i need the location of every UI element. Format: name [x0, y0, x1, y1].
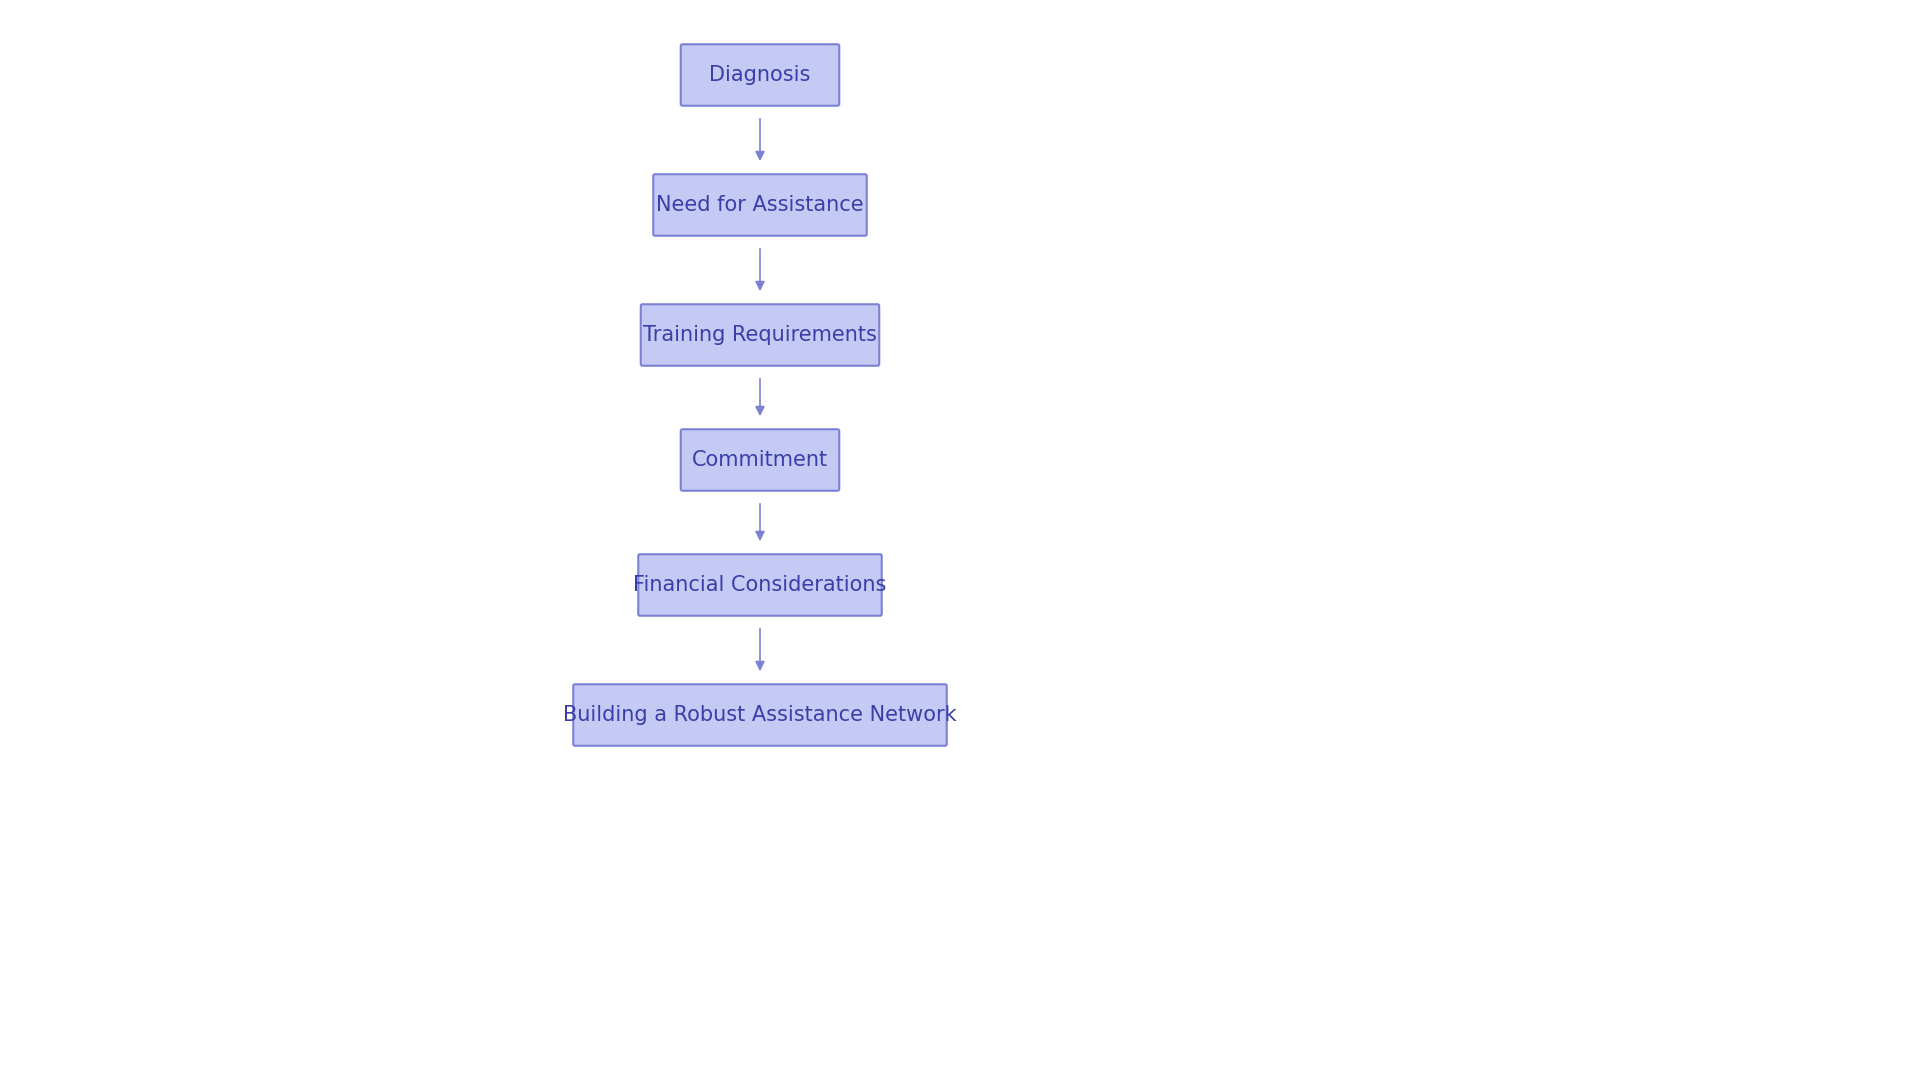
- FancyBboxPatch shape: [682, 44, 839, 106]
- Text: Training Requirements: Training Requirements: [643, 325, 877, 345]
- FancyBboxPatch shape: [637, 554, 881, 616]
- Text: Diagnosis: Diagnosis: [708, 65, 810, 84]
- FancyBboxPatch shape: [641, 304, 879, 366]
- FancyBboxPatch shape: [653, 174, 866, 236]
- Text: Commitment: Commitment: [691, 451, 828, 470]
- FancyBboxPatch shape: [682, 429, 839, 491]
- Text: Building a Robust Assistance Network: Building a Robust Assistance Network: [563, 705, 956, 725]
- FancyBboxPatch shape: [574, 684, 947, 746]
- Text: Financial Considerations: Financial Considerations: [634, 575, 887, 595]
- Text: Need for Assistance: Need for Assistance: [657, 195, 864, 216]
